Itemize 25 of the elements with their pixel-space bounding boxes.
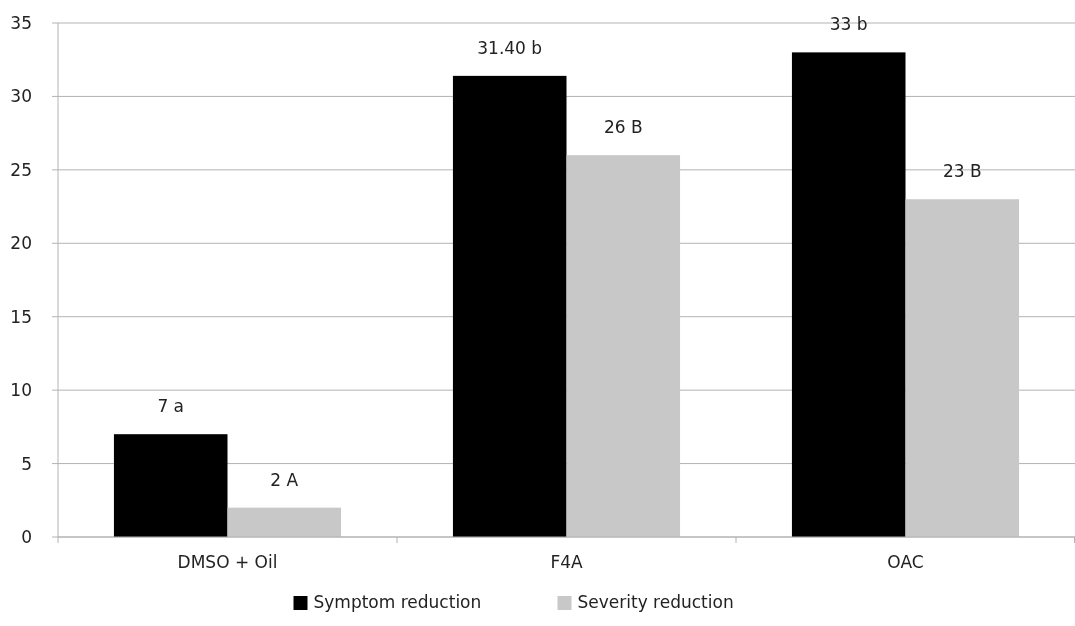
y-tick-label: 25 [10,159,32,180]
data-label: 7 a [157,396,185,417]
y-tick-label: 20 [10,233,32,254]
data-label: 23 B [942,161,982,182]
data-label: 2 A [270,469,299,490]
bar [452,75,567,537]
x-tick-label: F4A [550,552,583,572]
bar [905,199,1020,537]
x-tick-label: OAC [887,552,924,572]
legend-label: Severity reduction [577,592,734,612]
bar [566,155,681,537]
data-label: 31.40 b [477,37,543,58]
bar [227,507,342,537]
bar [791,52,906,537]
y-tick-label: 0 [21,526,32,547]
data-label: 33 b [829,14,868,35]
y-tick-label: 15 [10,306,32,327]
legend-label: Symptom reduction [313,592,482,612]
bar [113,434,228,537]
y-tick-label: 10 [10,380,32,401]
y-tick-label: 30 [10,86,32,107]
y-tick-label: 35 [10,12,32,33]
data-label: 26 B [603,117,643,138]
x-tick-label: DMSO + Oil [177,552,278,572]
y-tick-label: 5 [21,453,32,474]
